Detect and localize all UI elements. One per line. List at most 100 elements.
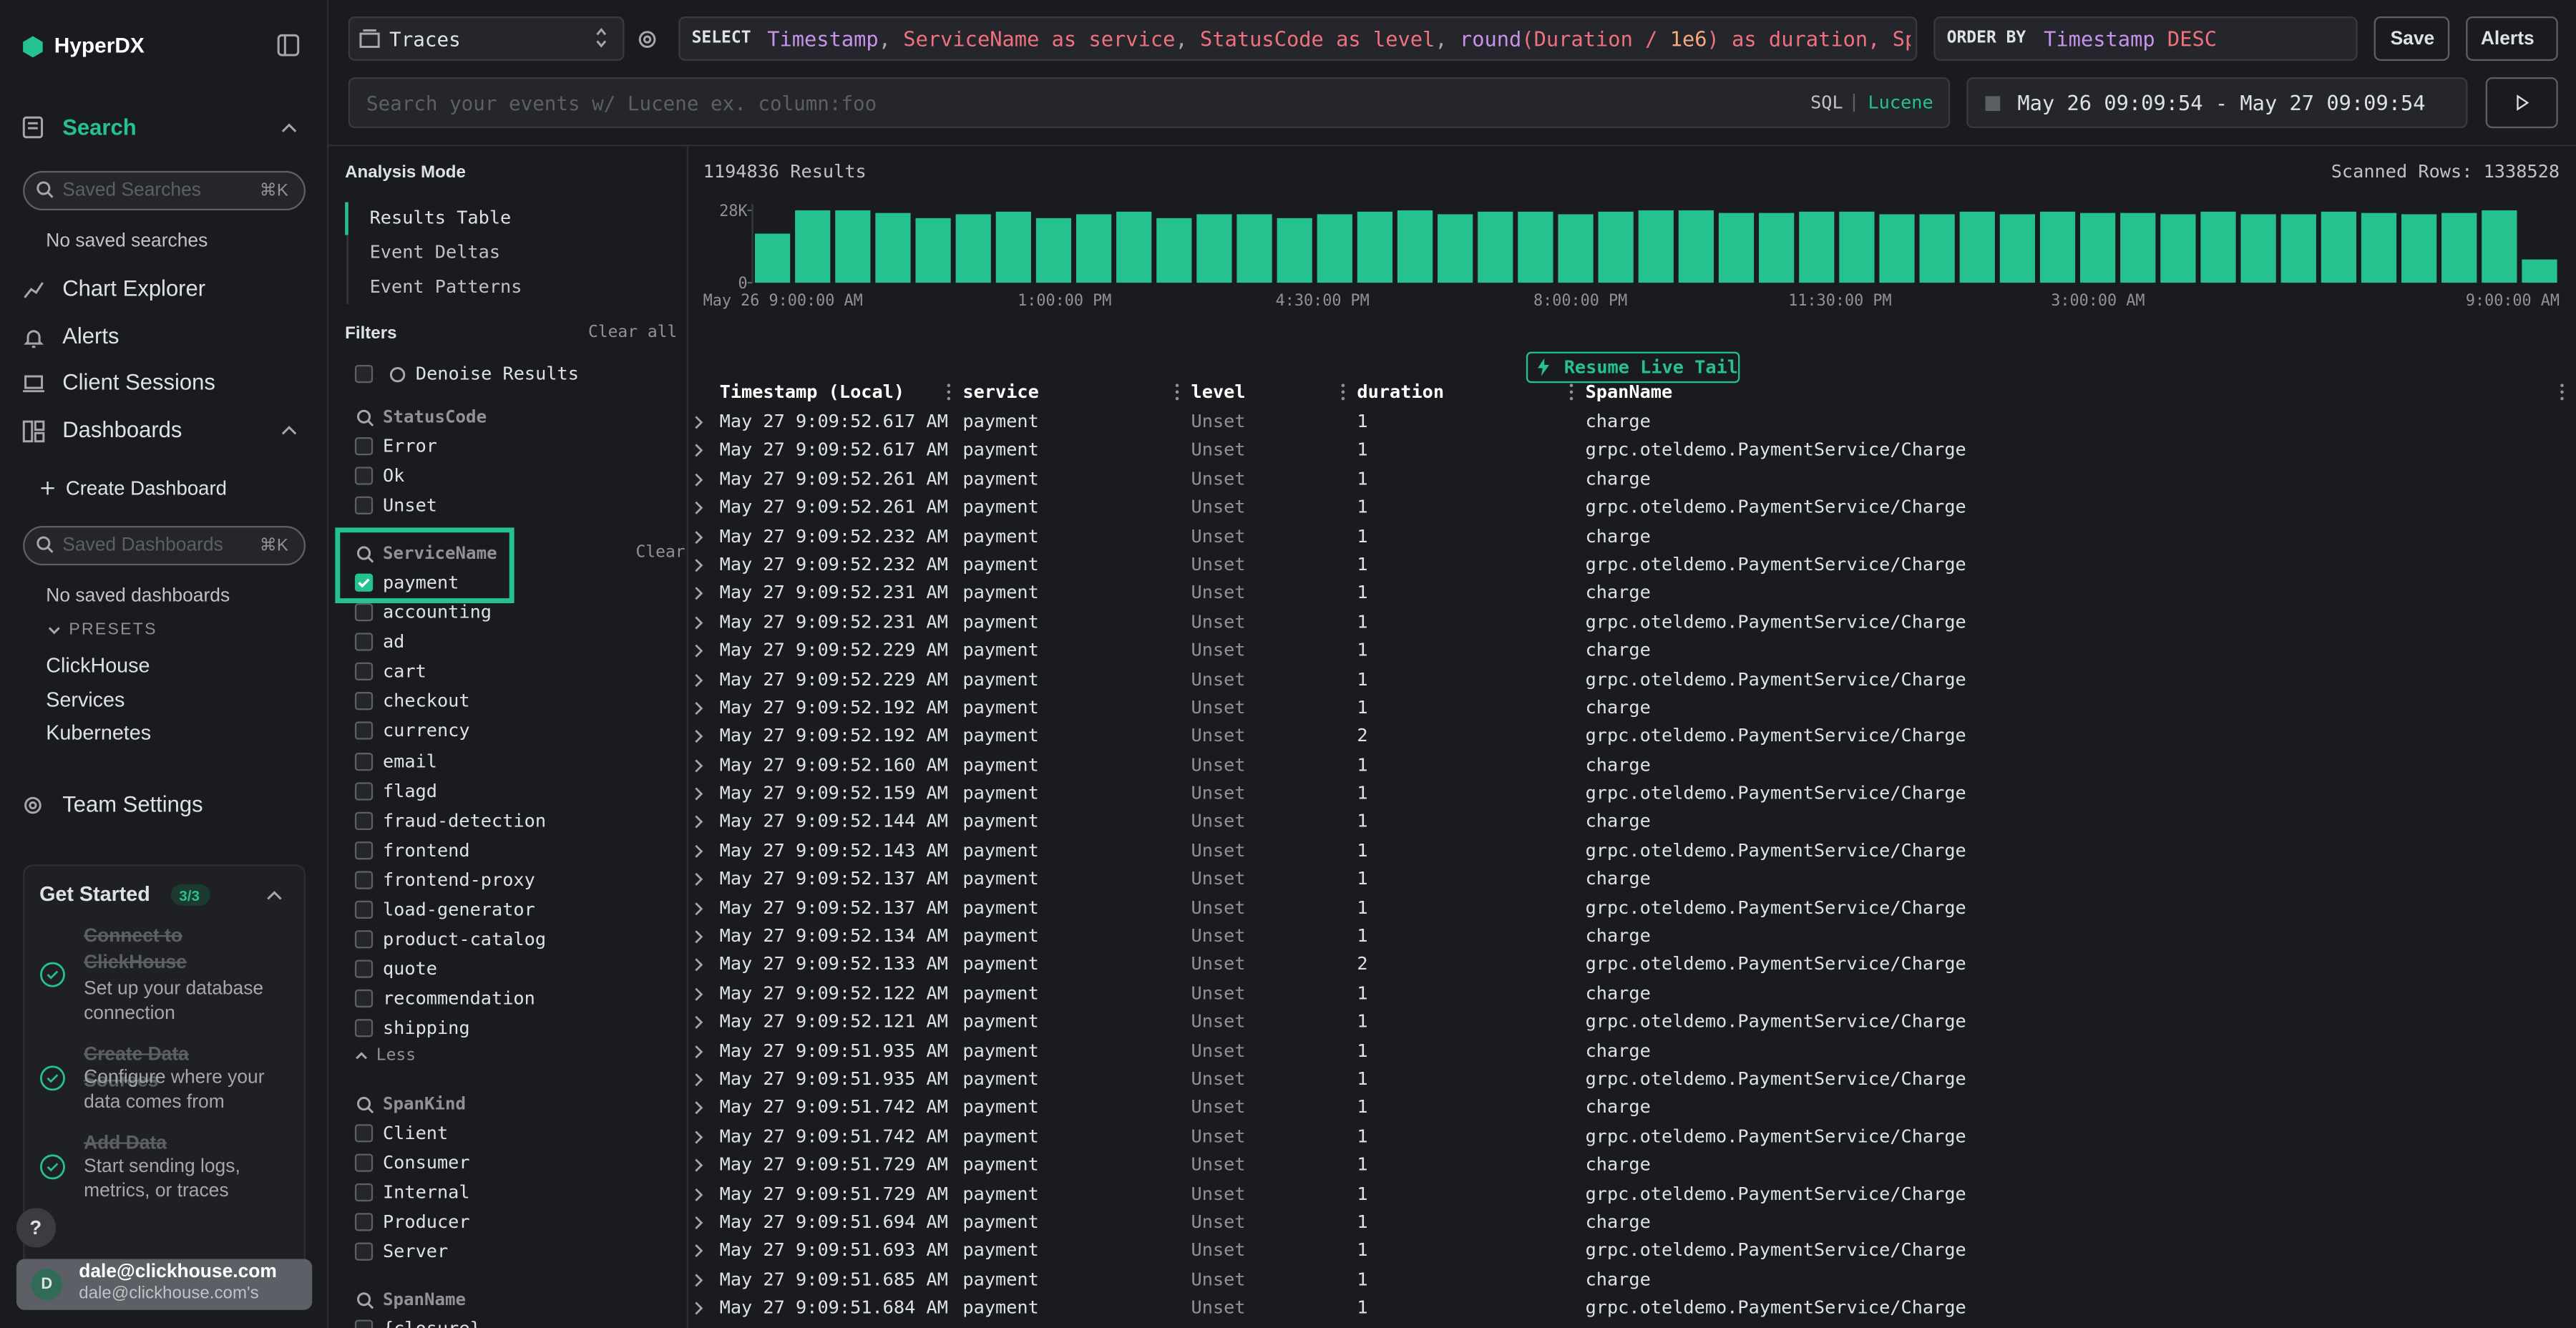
alerts-button[interactable] <box>2466 16 2558 61</box>
filter-option[interactable]: Server <box>382 1241 449 1264</box>
column-header[interactable]: duration <box>1357 381 1445 403</box>
filter-clear[interactable]: Clear <box>635 543 686 562</box>
checkbox[interactable] <box>354 871 374 889</box>
live-tail-button[interactable] <box>1526 351 1740 384</box>
clear-all[interactable]: Clear all <box>587 323 678 342</box>
date-input[interactable] <box>1966 77 2468 129</box>
column-header[interactable]: level <box>1191 381 1246 403</box>
table-cell[interactable]: May 27 9:09:51.742 AM <box>719 1096 948 1118</box>
filter-option[interactable]: load-generator <box>382 899 535 921</box>
table-cell[interactable]: May 27 9:09:52.133 AM <box>719 954 948 976</box>
nav-item[interactable]: Client Sessions <box>62 369 215 395</box>
saved-dashboards-input[interactable] <box>23 526 306 566</box>
create-dashboard[interactable]: Create Dashboard <box>65 477 227 500</box>
checkbox[interactable] <box>354 900 374 919</box>
checkbox[interactable] <box>354 960 374 979</box>
table-cell[interactable]: May 27 9:09:52.160 AM <box>719 753 948 776</box>
mode[interactable]: Event Deltas <box>369 241 501 263</box>
filter-option[interactable]: Client <box>382 1122 449 1144</box>
filter-option[interactable]: Internal <box>382 1181 470 1204</box>
table-cell[interactable]: May 27 9:09:52.134 AM <box>719 925 948 947</box>
live-tail[interactable]: Resume Live Tail <box>1563 356 1739 378</box>
preset[interactable]: Services <box>46 688 125 711</box>
mode[interactable]: Event Patterns <box>369 275 522 298</box>
mode[interactable]: Results Table <box>369 207 512 229</box>
table-cell[interactable]: May 27 9:09:52.159 AM <box>719 782 948 804</box>
save[interactable]: Save <box>2390 29 2435 49</box>
source-select[interactable] <box>348 16 625 61</box>
table-cell[interactable]: May 27 9:09:52.232 AM <box>719 525 948 547</box>
order-input[interactable] <box>1933 16 2358 61</box>
filter-option[interactable]: Unset <box>382 495 438 517</box>
table-cell[interactable]: May 27 9:09:52.122 AM <box>719 982 948 1005</box>
filter-option[interactable]: {closure} <box>383 1315 481 1328</box>
saved-search-input[interactable] <box>23 170 306 211</box>
checkbox[interactable] <box>354 1243 374 1261</box>
column-header[interactable]: Timestamp (Local) <box>719 381 905 403</box>
checkbox[interactable] <box>354 1020 374 1038</box>
nav-item[interactable]: Chart Explorer <box>62 275 206 301</box>
checkbox[interactable] <box>354 633 374 651</box>
checkbox[interactable] <box>354 722 374 741</box>
column-header[interactable]: SpanName <box>1585 381 1673 403</box>
table-cell[interactable]: May 27 9:09:52.144 AM <box>719 811 948 833</box>
table-cell[interactable]: May 27 9:09:52.617 AM <box>719 411 948 433</box>
checkbox[interactable] <box>354 497 374 515</box>
filter-option[interactable]: Consumer <box>382 1152 470 1174</box>
table-cell[interactable]: May 27 9:09:51.742 AM <box>719 1125 948 1147</box>
preset[interactable]: Kubernetes <box>46 721 152 745</box>
filter-option[interactable]: Producer <box>382 1211 470 1234</box>
filter-option[interactable]: product-catalog <box>382 929 547 950</box>
checkbox[interactable] <box>354 930 374 949</box>
table-cell[interactable]: May 27 9:09:52.231 AM <box>719 582 948 604</box>
table-cell[interactable]: May 27 9:09:52.232 AM <box>719 553 948 575</box>
table-cell[interactable]: May 27 9:09:52.137 AM <box>719 897 948 919</box>
table-cell[interactable]: May 27 9:09:52.137 AM <box>719 868 948 890</box>
checkbox[interactable] <box>354 1153 374 1172</box>
column-header[interactable]: service <box>962 381 1039 403</box>
denoise[interactable]: Denoise Results <box>415 363 579 385</box>
table-cell[interactable]: May 27 9:09:52.229 AM <box>719 639 948 661</box>
table-cell[interactable]: May 27 9:09:51.729 AM <box>719 1182 948 1204</box>
run-button[interactable] <box>2485 77 2558 129</box>
user-menu[interactable] <box>16 1259 313 1310</box>
filter-option[interactable]: frontend-proxy <box>382 869 535 891</box>
filter-option[interactable]: fraud-detection <box>382 809 547 831</box>
table-cell[interactable]: May 27 9:09:52.261 AM <box>719 468 948 489</box>
table-cell[interactable]: May 27 9:09:52.229 AM <box>719 668 948 690</box>
help[interactable]: ? <box>29 1216 42 1239</box>
filter-option[interactable]: flagd <box>382 780 438 802</box>
query-language[interactable]: SQL <box>1810 92 1843 114</box>
filter-option[interactable]: recommendation <box>382 988 535 1010</box>
table-cell[interactable]: May 27 9:09:51.693 AM <box>719 1239 948 1261</box>
table-cell[interactable]: May 27 9:09:51.935 AM <box>719 1068 948 1090</box>
checkbox[interactable] <box>354 1124 374 1143</box>
table-cell[interactable]: May 27 9:09:51.684 AM <box>719 1297 948 1319</box>
filter-option[interactable]: Error <box>382 435 438 457</box>
query-language[interactable]: Lucene <box>1868 92 1933 114</box>
filter-option[interactable]: email <box>382 750 438 772</box>
filter-option[interactable]: checkout <box>382 690 470 713</box>
checkbox[interactable] <box>354 1183 374 1202</box>
checkbox[interactable] <box>354 364 374 384</box>
checkbox[interactable] <box>354 1319 374 1328</box>
filter-option[interactable]: cart <box>382 660 426 683</box>
team-settings[interactable]: Team Settings <box>62 792 203 817</box>
table-cell[interactable]: May 27 9:09:51.685 AM <box>719 1268 948 1290</box>
checkbox[interactable] <box>354 751 374 771</box>
nav-item[interactable]: Alerts <box>62 323 119 348</box>
checkbox[interactable] <box>354 811 374 830</box>
table-cell[interactable]: May 27 9:09:52.617 AM <box>719 439 948 462</box>
table-cell[interactable]: May 27 9:09:52.231 AM <box>719 610 948 633</box>
checkbox[interactable] <box>354 437 374 456</box>
filter-option[interactable]: shipping <box>382 1017 470 1040</box>
table-cell[interactable]: May 27 9:09:51.694 AM <box>719 1211 948 1233</box>
preset[interactable]: ClickHouse <box>46 654 150 678</box>
checkbox[interactable] <box>354 663 374 681</box>
filter-option[interactable]: payment <box>382 572 459 593</box>
filter-option[interactable]: Ok <box>382 465 405 487</box>
filter-option[interactable]: accounting <box>382 601 492 623</box>
show-less[interactable]: Less <box>376 1048 416 1066</box>
search-input[interactable] <box>348 77 1951 129</box>
checkbox[interactable] <box>354 990 374 1008</box>
